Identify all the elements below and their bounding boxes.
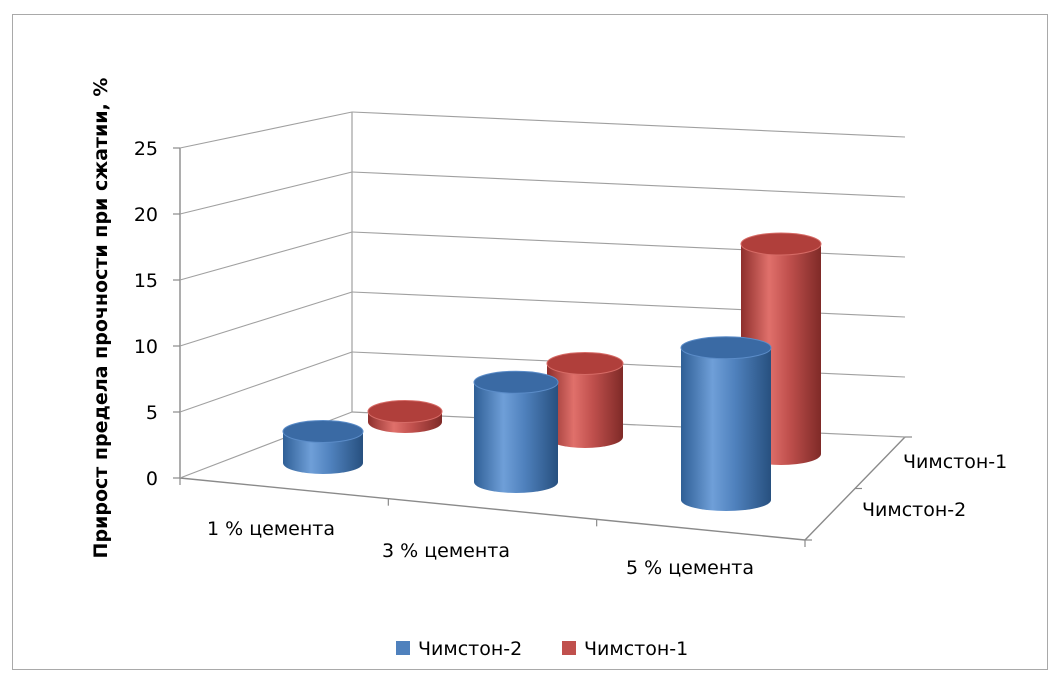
gridline-back-15 bbox=[351, 231, 906, 258]
legend-label: Чимстон-2 bbox=[418, 638, 522, 660]
bar-chimston-2-top bbox=[473, 370, 559, 394]
y-tick-label: 25 bbox=[134, 138, 158, 160]
chart-walls bbox=[179, 112, 912, 547]
y-tick-label: 5 bbox=[146, 402, 158, 424]
bar-chimston-2-body bbox=[681, 347, 771, 511]
bar-chimston-2-body bbox=[283, 431, 363, 474]
gridline-side-10 bbox=[179, 291, 353, 347]
bar-chimston-1-top bbox=[740, 232, 822, 256]
bar-chimston-2-top bbox=[282, 420, 364, 443]
y-axis-ticks: 0 5 10 15 20 25 bbox=[134, 138, 180, 490]
y-tick-label: 20 bbox=[134, 204, 158, 226]
y-tick-label: 10 bbox=[134, 336, 158, 358]
category-label: 5 % цемента bbox=[626, 557, 754, 579]
y-axis-title: Прирост предела прочности при сжатии, % bbox=[90, 78, 112, 559]
category-label: 3 % цемента bbox=[382, 540, 510, 562]
depth-axis-label: Чимстон-2 bbox=[862, 499, 966, 521]
legend-label: Чимстон-1 bbox=[584, 638, 688, 660]
bar-chimston-1-body bbox=[547, 363, 623, 448]
legend-swatch bbox=[396, 641, 410, 655]
legend-swatch bbox=[562, 641, 576, 655]
category-labels: 1 % цемента 3 % цемента 5 % цемента bbox=[207, 518, 754, 579]
bar-chimston-1-top bbox=[367, 400, 443, 423]
bar-chimston-1-top bbox=[546, 352, 624, 375]
bar-chimston-2-top bbox=[680, 336, 772, 360]
y-tick-label: 0 bbox=[146, 468, 158, 490]
gridline-back-25 bbox=[351, 111, 906, 138]
gridline-back-10 bbox=[351, 291, 906, 318]
bars-layer bbox=[282, 232, 822, 511]
category-label: 1 % цемента bbox=[207, 518, 335, 540]
bar-chimston-2-body bbox=[474, 382, 558, 493]
legend: Чимстон-2 Чимстон-1 bbox=[396, 638, 688, 660]
floor-front-edge bbox=[179, 477, 806, 541]
gridline-side-5 bbox=[179, 351, 353, 413]
gridline-back-5 bbox=[351, 351, 906, 378]
chart-frame bbox=[12, 14, 1048, 670]
depth-axis-labels: Чимстон-1 Чимстон-2 bbox=[862, 451, 1007, 521]
y-tick-label: 15 bbox=[134, 270, 158, 292]
gridline-side-15 bbox=[179, 231, 353, 281]
gridline-back-20 bbox=[351, 171, 906, 198]
depth-axis-label: Чимстон-1 bbox=[903, 451, 1007, 473]
gridline-side-25 bbox=[179, 111, 353, 149]
gridline-side-20 bbox=[179, 171, 353, 215]
